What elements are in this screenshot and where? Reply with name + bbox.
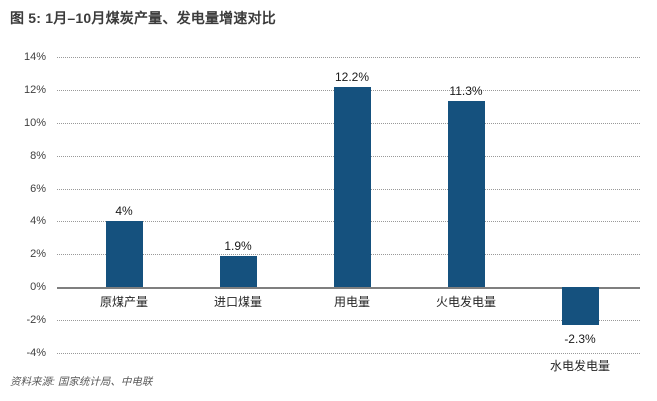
y-tick-label: 0% [30,281,46,294]
bar [333,86,371,288]
y-tick-label: 4% [30,215,46,228]
x-tick-label: 进口煤量 [213,295,262,310]
gridline [57,320,640,322]
value-label: -2.3% [564,332,596,347]
y-tick-label: -4% [26,347,46,359]
y-tick-label: 10% [23,116,46,129]
value-label: 4% [115,204,133,219]
y-tick-label: 6% [30,182,46,195]
y-tick-label: 8% [30,149,46,162]
x-tick-label: 用电量 [333,295,370,310]
y-tick-label: -2% [26,314,46,327]
y-tick-label: 12% [23,83,46,96]
value-label: 1.9% [224,238,252,253]
x-tick-label: 火电发电量 [435,295,496,310]
bar [219,255,257,288]
gridline [57,353,640,354]
source-note: 资料来源: 国家统计局、中电联 [10,376,153,388]
bar [447,101,485,288]
value-label: 11.3% [449,84,483,99]
y-tick-label: 14% [23,51,46,63]
gridline [57,57,640,58]
x-tick-label: 水电发电量 [549,359,610,373]
chart-title: 图 5: 1月–10月煤炭产量、发电量增速对比 [10,10,276,26]
y-tick-label: 2% [30,248,46,261]
x-tick-label: 原煤产量 [99,295,148,310]
bar [561,287,599,326]
value-label: 12.2% [334,69,370,84]
zero-axis-line [57,287,640,290]
chart-plot-area: 4% 原煤产量 1.9% 进口煤量 12.2% 用电量 11.3% 火电发电量 -2.3% 水电发… [57,57,640,373]
bar [105,221,143,288]
